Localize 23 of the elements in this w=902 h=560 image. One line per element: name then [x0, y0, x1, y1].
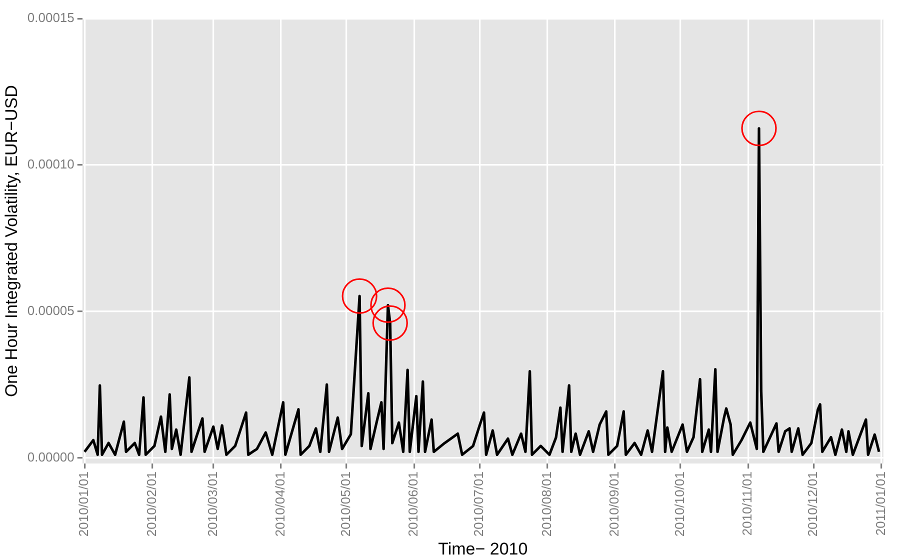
point — [342, 278, 378, 314]
y-tick-label: 0.00010 — [27, 156, 74, 172]
x-tick-label: 2010/05/01 — [338, 472, 354, 537]
x-tick-label: 2010/01/01 — [76, 472, 92, 537]
x-tick-label: 2010/06/01 — [406, 472, 421, 537]
x-tick-label: 2011/01/01 — [872, 472, 888, 536]
x-axis-title: Time− 2010 — [438, 539, 528, 558]
y-tick-label: 0.00000 — [27, 449, 74, 464]
x-tick-label: 2010/04/01 — [272, 472, 288, 537]
y-axis-title: One Hour Integrated Volatility, EUR−USD — [2, 85, 21, 398]
x-tick-label: 2010/07/01 — [471, 472, 486, 537]
y-tick-label: 0.00015 — [27, 10, 74, 26]
point — [370, 287, 406, 323]
x-tick-label: 2010/03/01 — [204, 472, 220, 537]
x-tick-label: 2010/10/01 — [672, 472, 687, 537]
x-tick-label: 2010/11/01 — [740, 472, 755, 536]
x-tick-label: 2010/09/01 — [606, 472, 622, 537]
point — [741, 110, 777, 146]
x-tick-label: 2010/08/01 — [538, 472, 554, 537]
point — [372, 305, 408, 341]
x-tick-label: 2010/02/01 — [144, 472, 159, 537]
y-tick-label: 0.00005 — [27, 302, 74, 318]
x-tick-label: 2010/12/01 — [805, 472, 820, 537]
